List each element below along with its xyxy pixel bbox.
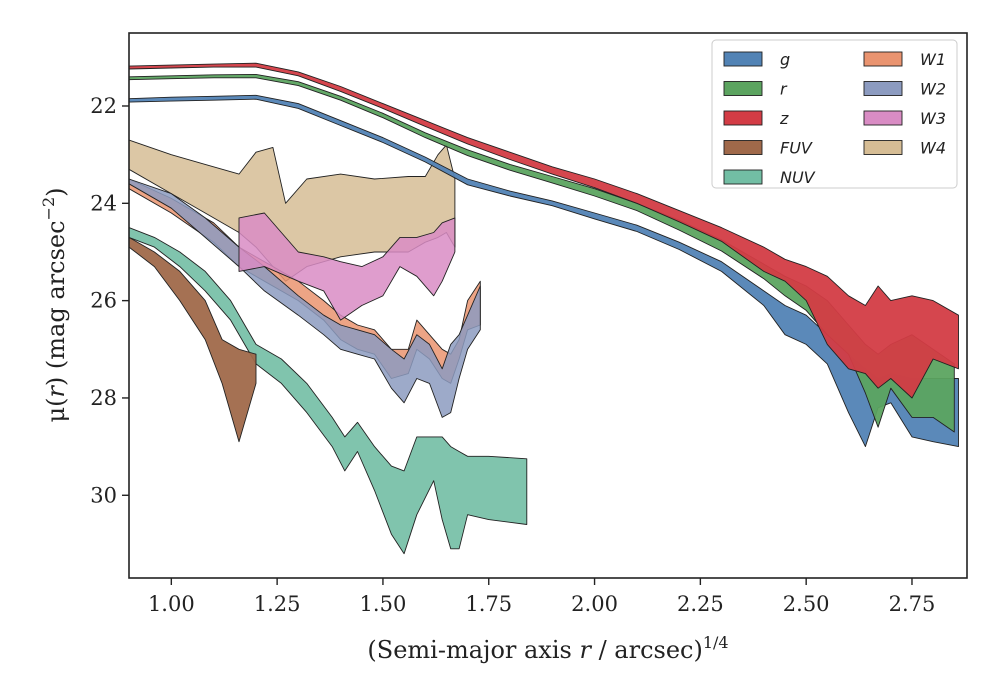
x-tick-label: 1.00 — [148, 592, 195, 616]
series-bands — [128, 62, 959, 555]
band-z — [128, 62, 959, 399]
legend-swatch — [863, 81, 903, 96]
legend-item-w3: W3 — [863, 109, 946, 128]
legend-label: g — [780, 50, 790, 69]
legend-label: NUV — [780, 168, 816, 187]
legend-item-nuv: NUV — [723, 168, 816, 187]
y-tick-label: 26 — [90, 289, 117, 313]
y-tick-label: 22 — [90, 94, 117, 118]
legend-item-fuv: FUV — [723, 139, 813, 158]
y-tick-label: 24 — [90, 191, 117, 215]
x-tick-label: 1.75 — [465, 592, 512, 616]
legend-swatch — [723, 110, 763, 126]
x-tick-label: 2.50 — [783, 592, 830, 616]
legend-swatch — [863, 110, 903, 126]
band-r — [128, 73, 955, 433]
legend-label: z — [779, 109, 789, 128]
y-axis-title: μ(r) (mag arcsec−2) — [39, 187, 70, 422]
legend-item-w1: W1 — [863, 50, 946, 69]
x-axis-title: (Semi-major axis r / arcsec)1/4 — [367, 633, 728, 664]
legend-swatch — [863, 51, 903, 67]
legend-item-z: z — [723, 109, 789, 128]
legend-label: W2 — [920, 80, 946, 99]
x-tick-label: 2.00 — [571, 592, 618, 616]
x-tick-label: 2.75 — [889, 592, 936, 616]
legend-label: W3 — [920, 109, 946, 128]
legend-swatch — [723, 140, 763, 155]
legend-label: W4 — [920, 139, 946, 158]
band-w3 — [238, 212, 456, 321]
legend-label: r — [780, 80, 788, 99]
legend-item-w2: W2 — [863, 80, 946, 99]
y-tick-label: 28 — [90, 386, 117, 410]
legend-label: W1 — [920, 50, 946, 69]
x-tick-label: 1.50 — [360, 592, 407, 616]
legend-item-r: r — [723, 80, 788, 99]
x-tick-label: 1.25 — [254, 592, 301, 616]
legend-item-g: g — [723, 50, 790, 69]
legend-item-w4: W4 — [863, 139, 946, 158]
y-tick-label: 30 — [90, 483, 117, 507]
legend-swatch — [723, 51, 763, 67]
band-nuv — [128, 227, 528, 555]
band-w2 — [128, 178, 481, 418]
legend-swatch — [863, 140, 903, 155]
x-tick-label: 2.25 — [677, 592, 724, 616]
band-fuv — [128, 236, 257, 443]
legend-label: FUV — [780, 139, 813, 158]
x-axis-ticks: 1.00 1.25 1.50 1.75 2.00 2.25 2.50 2.75 — [148, 578, 935, 616]
legend-swatch — [723, 169, 763, 185]
legend-swatch — [723, 81, 763, 96]
plot-frame — [128, 32, 968, 579]
legend: grz FUV NUV W1 W2 W3 W4 — [711, 39, 958, 189]
y-axis-ticks: 22 24 26 28 30 — [90, 94, 129, 507]
